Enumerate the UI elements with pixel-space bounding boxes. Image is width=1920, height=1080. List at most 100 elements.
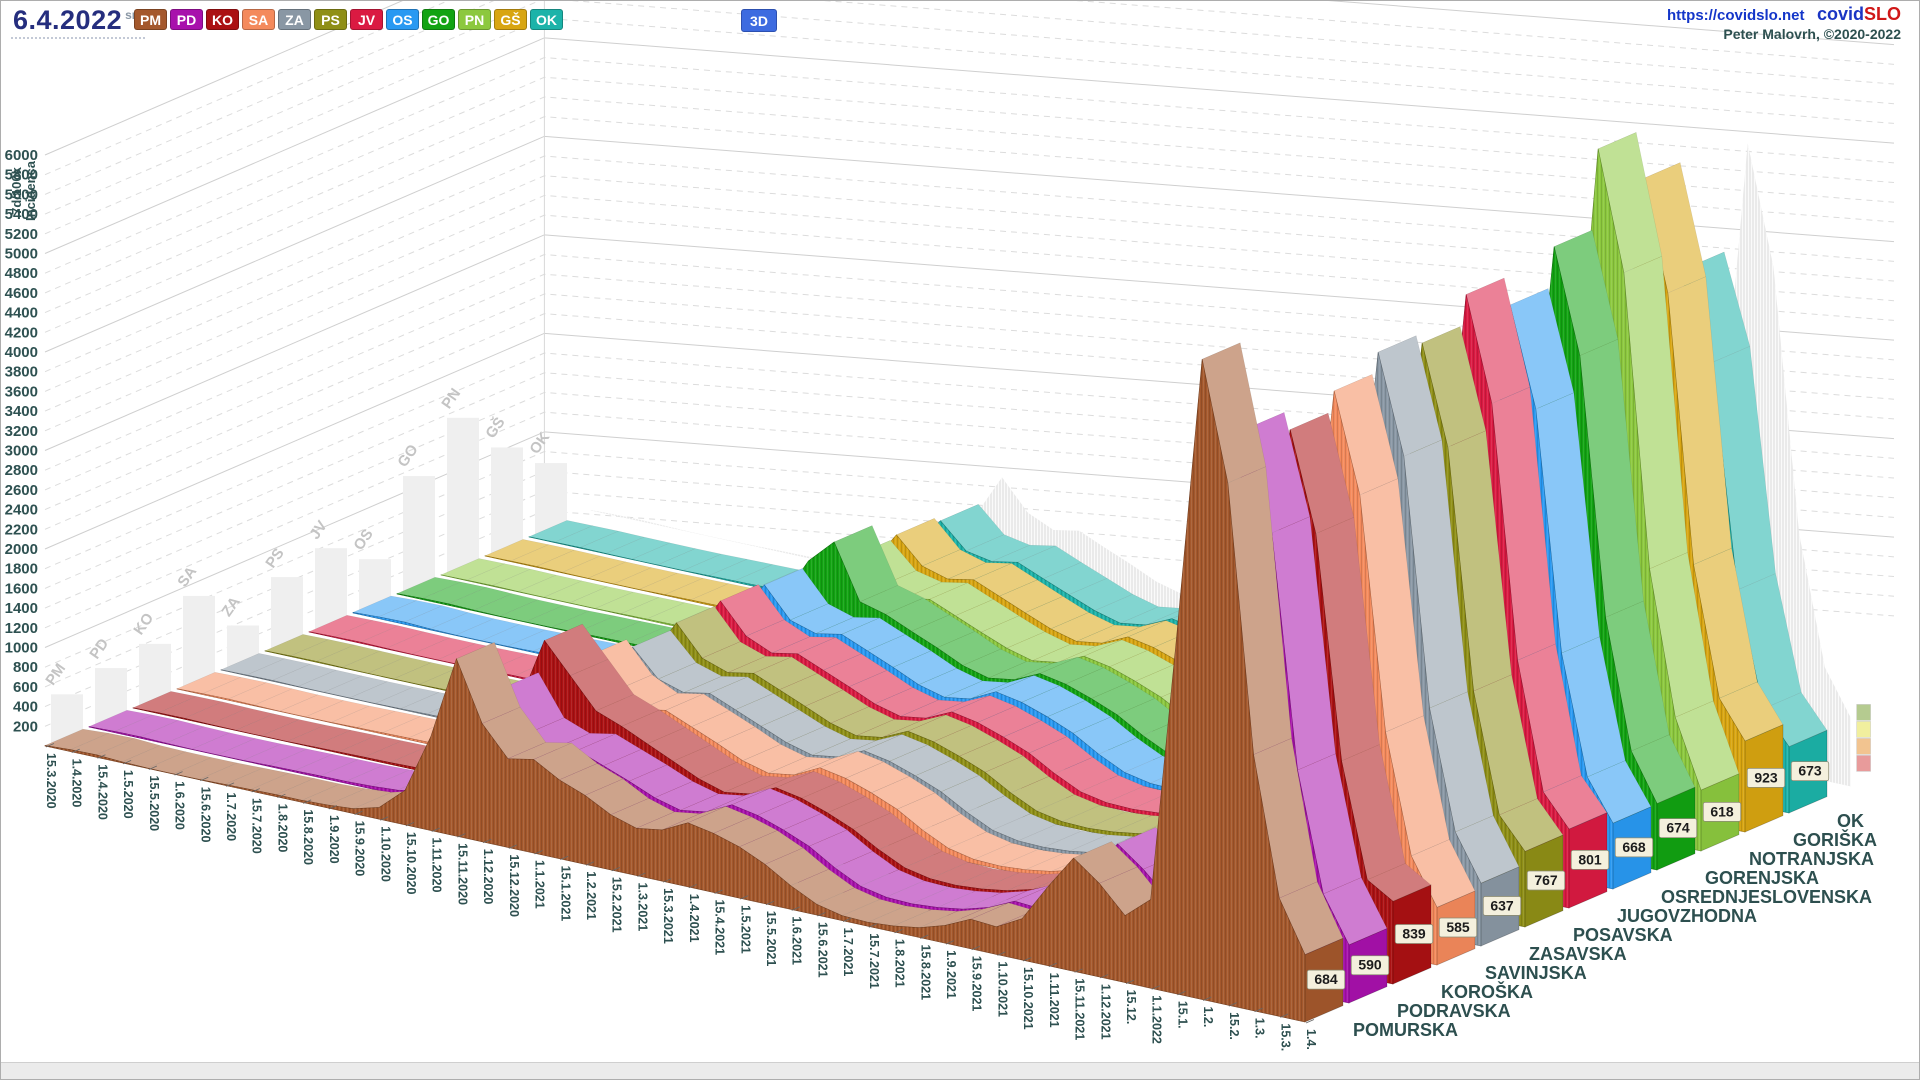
site-info: https://covidslo.net covidSLO Peter Malo…	[1667, 5, 1901, 44]
end-value-badge-GŠ: 923	[1746, 767, 1786, 788]
legend-chip-KO[interactable]: KO	[206, 9, 239, 30]
brand-slo: SLO	[1863, 4, 1901, 24]
svg-text:801: 801	[1578, 851, 1602, 867]
end-value-badge-OS: 668	[1614, 837, 1654, 858]
x-tick-label: 1.3.2021	[635, 883, 649, 932]
region-label-GŠ: GORIŠKA	[1793, 829, 1877, 850]
risk-scale	[1856, 704, 1871, 772]
wall-bar-label-ZA: ZA	[218, 594, 243, 620]
svg-text:767: 767	[1534, 872, 1558, 888]
x-tick-label: 1.10.2020	[378, 826, 392, 882]
svg-text:3800: 3800	[5, 364, 38, 381]
x-tick-label: 1.7.2021	[841, 928, 855, 977]
region-label-JV: JUGOVZHODNA	[1617, 906, 1757, 926]
legend-chip-JV[interactable]: JV	[350, 9, 383, 30]
region-label-KO: KOROŠKA	[1441, 981, 1533, 1002]
legend-chip-GO[interactable]: GO	[422, 9, 455, 30]
legend-chip-PM[interactable]: PM	[134, 9, 167, 30]
svg-text:4200: 4200	[5, 324, 38, 341]
y-axis-title-line2: Incidenca	[23, 160, 38, 221]
x-tick-label: 1.5.2020	[121, 770, 135, 819]
mode-3d-button[interactable]: 3D	[741, 9, 777, 32]
legend-chip-PD[interactable]: PD	[170, 9, 203, 30]
svg-text:1800: 1800	[5, 561, 38, 578]
svg-text:618: 618	[1710, 803, 1734, 819]
x-tick-label: 1.3.	[1253, 1018, 1267, 1039]
wall-bar-label-KO: KO	[130, 610, 157, 638]
x-tick-label: 1.6.2021	[790, 916, 804, 965]
author-credit: Peter Malovrh, ©2020-2022	[1723, 26, 1901, 42]
legend-chip-GŠ[interactable]: GŠ	[494, 9, 527, 30]
end-value-badge-OK: 673	[1790, 761, 1830, 782]
x-tick-label: 1.2.2021	[584, 871, 598, 920]
wall-bar-label-SA: SA	[174, 563, 200, 590]
x-axis: 15.3.2020 1.4.2020 15.4.2020 1.5.2020 15.5.2…	[44, 743, 1318, 1051]
legend-chip-PN[interactable]: PN	[458, 9, 491, 30]
svg-text:1200: 1200	[5, 620, 38, 637]
site-url-link[interactable]: https://covidslo.net	[1667, 7, 1805, 24]
x-tick-label: 1.4.2021	[687, 894, 701, 943]
region-label-PS: POSAVSKA	[1573, 925, 1673, 945]
x-tick-label: 15.3.	[1278, 1023, 1292, 1051]
x-tick-label: 15.8.2021	[918, 945, 932, 1001]
x-tick-label: 1.9.2021	[944, 950, 958, 999]
svg-text:5800: 5800	[5, 167, 38, 184]
svg-text:3600: 3600	[5, 383, 38, 400]
legend-chip-OS[interactable]: OS	[386, 9, 419, 30]
wall-bar-label-GO: GO	[394, 441, 422, 470]
svg-text:2400: 2400	[5, 502, 38, 519]
end-value-badge-JV: 801	[1570, 849, 1610, 870]
svg-text:674: 674	[1666, 820, 1690, 836]
svg-text:4800: 4800	[5, 265, 38, 282]
x-tick-label: 15.1.	[1175, 1001, 1189, 1029]
region-ridges	[44, 132, 1828, 1023]
x-tick-label: 15.3.2021	[661, 888, 675, 944]
wall-bar-label-OS: OS	[350, 526, 376, 554]
x-tick-label: 15.7.2020	[250, 798, 264, 854]
x-tick-label: 1.2.	[1201, 1006, 1215, 1027]
x-tick-label: 15.2.2021	[610, 877, 624, 933]
region-end-labels: 684 POMURSKA 590 PODRAVSKA 839 KOROŠKA 585 SAVI…	[1306, 761, 1877, 1040]
x-tick-label: 15.6.2021	[815, 922, 829, 978]
end-value-badge-ZA: 637	[1482, 896, 1522, 916]
svg-text:839: 839	[1402, 925, 1426, 941]
region-label-OK: OK	[1837, 811, 1864, 831]
x-tick-label: 1.11.2021	[1047, 973, 1061, 1028]
legend-chip-SA[interactable]: SA	[242, 9, 275, 30]
legend-chip-PS[interactable]: PS	[314, 9, 347, 30]
svg-text:5600: 5600	[5, 186, 38, 203]
x-tick-label: 1.12.2020	[481, 849, 495, 905]
end-value-badge-PS: 767	[1526, 870, 1566, 891]
wall-bar-label-OK: OK	[526, 429, 553, 457]
end-value-badge-PD: 590	[1350, 955, 1390, 976]
x-tick-label: 1.4.	[1304, 1029, 1318, 1050]
footer-band	[1, 1062, 1919, 1079]
wall-bar-label-GŠ: GŠ	[482, 414, 509, 442]
wall-bar-label-PM: PM	[42, 660, 69, 688]
svg-text:3200: 3200	[5, 423, 38, 440]
region-label-ZA: ZASAVSKA	[1529, 944, 1627, 964]
date-text: 6.4.2022	[13, 5, 123, 35]
svg-text:3400: 3400	[5, 403, 38, 420]
end-value-badge-SA: 585	[1438, 917, 1478, 938]
svg-text:673: 673	[1798, 763, 1822, 779]
svg-text:3000: 3000	[5, 443, 38, 460]
svg-text:2000: 2000	[5, 541, 38, 558]
x-tick-label: 15.6.2020	[198, 787, 212, 843]
y-axis-title-line1: 7d/100k	[9, 166, 24, 214]
svg-text:2600: 2600	[5, 482, 38, 499]
legend-chip-OK[interactable]: OK	[530, 9, 563, 30]
x-tick-label: 1.6.2020	[173, 781, 187, 830]
legend-chip-ZA[interactable]: ZA	[278, 9, 311, 30]
region-label-SA: SAVINJSKA	[1485, 963, 1587, 983]
x-tick-label: 1.12.2021	[1098, 984, 1112, 1040]
svg-text:2800: 2800	[5, 462, 38, 479]
x-tick-label: 1.1.2021	[533, 860, 547, 909]
x-tick-label: 15.10.2021	[1021, 967, 1035, 1030]
end-value-badge-KO: 839	[1394, 924, 1434, 944]
brand-covid: covid	[1816, 4, 1864, 24]
wall-bar-label-JV: JV	[306, 518, 330, 543]
region-legend: PM PD KO SA ZA PS JV OS GO PN GŠ OK	[134, 9, 563, 30]
